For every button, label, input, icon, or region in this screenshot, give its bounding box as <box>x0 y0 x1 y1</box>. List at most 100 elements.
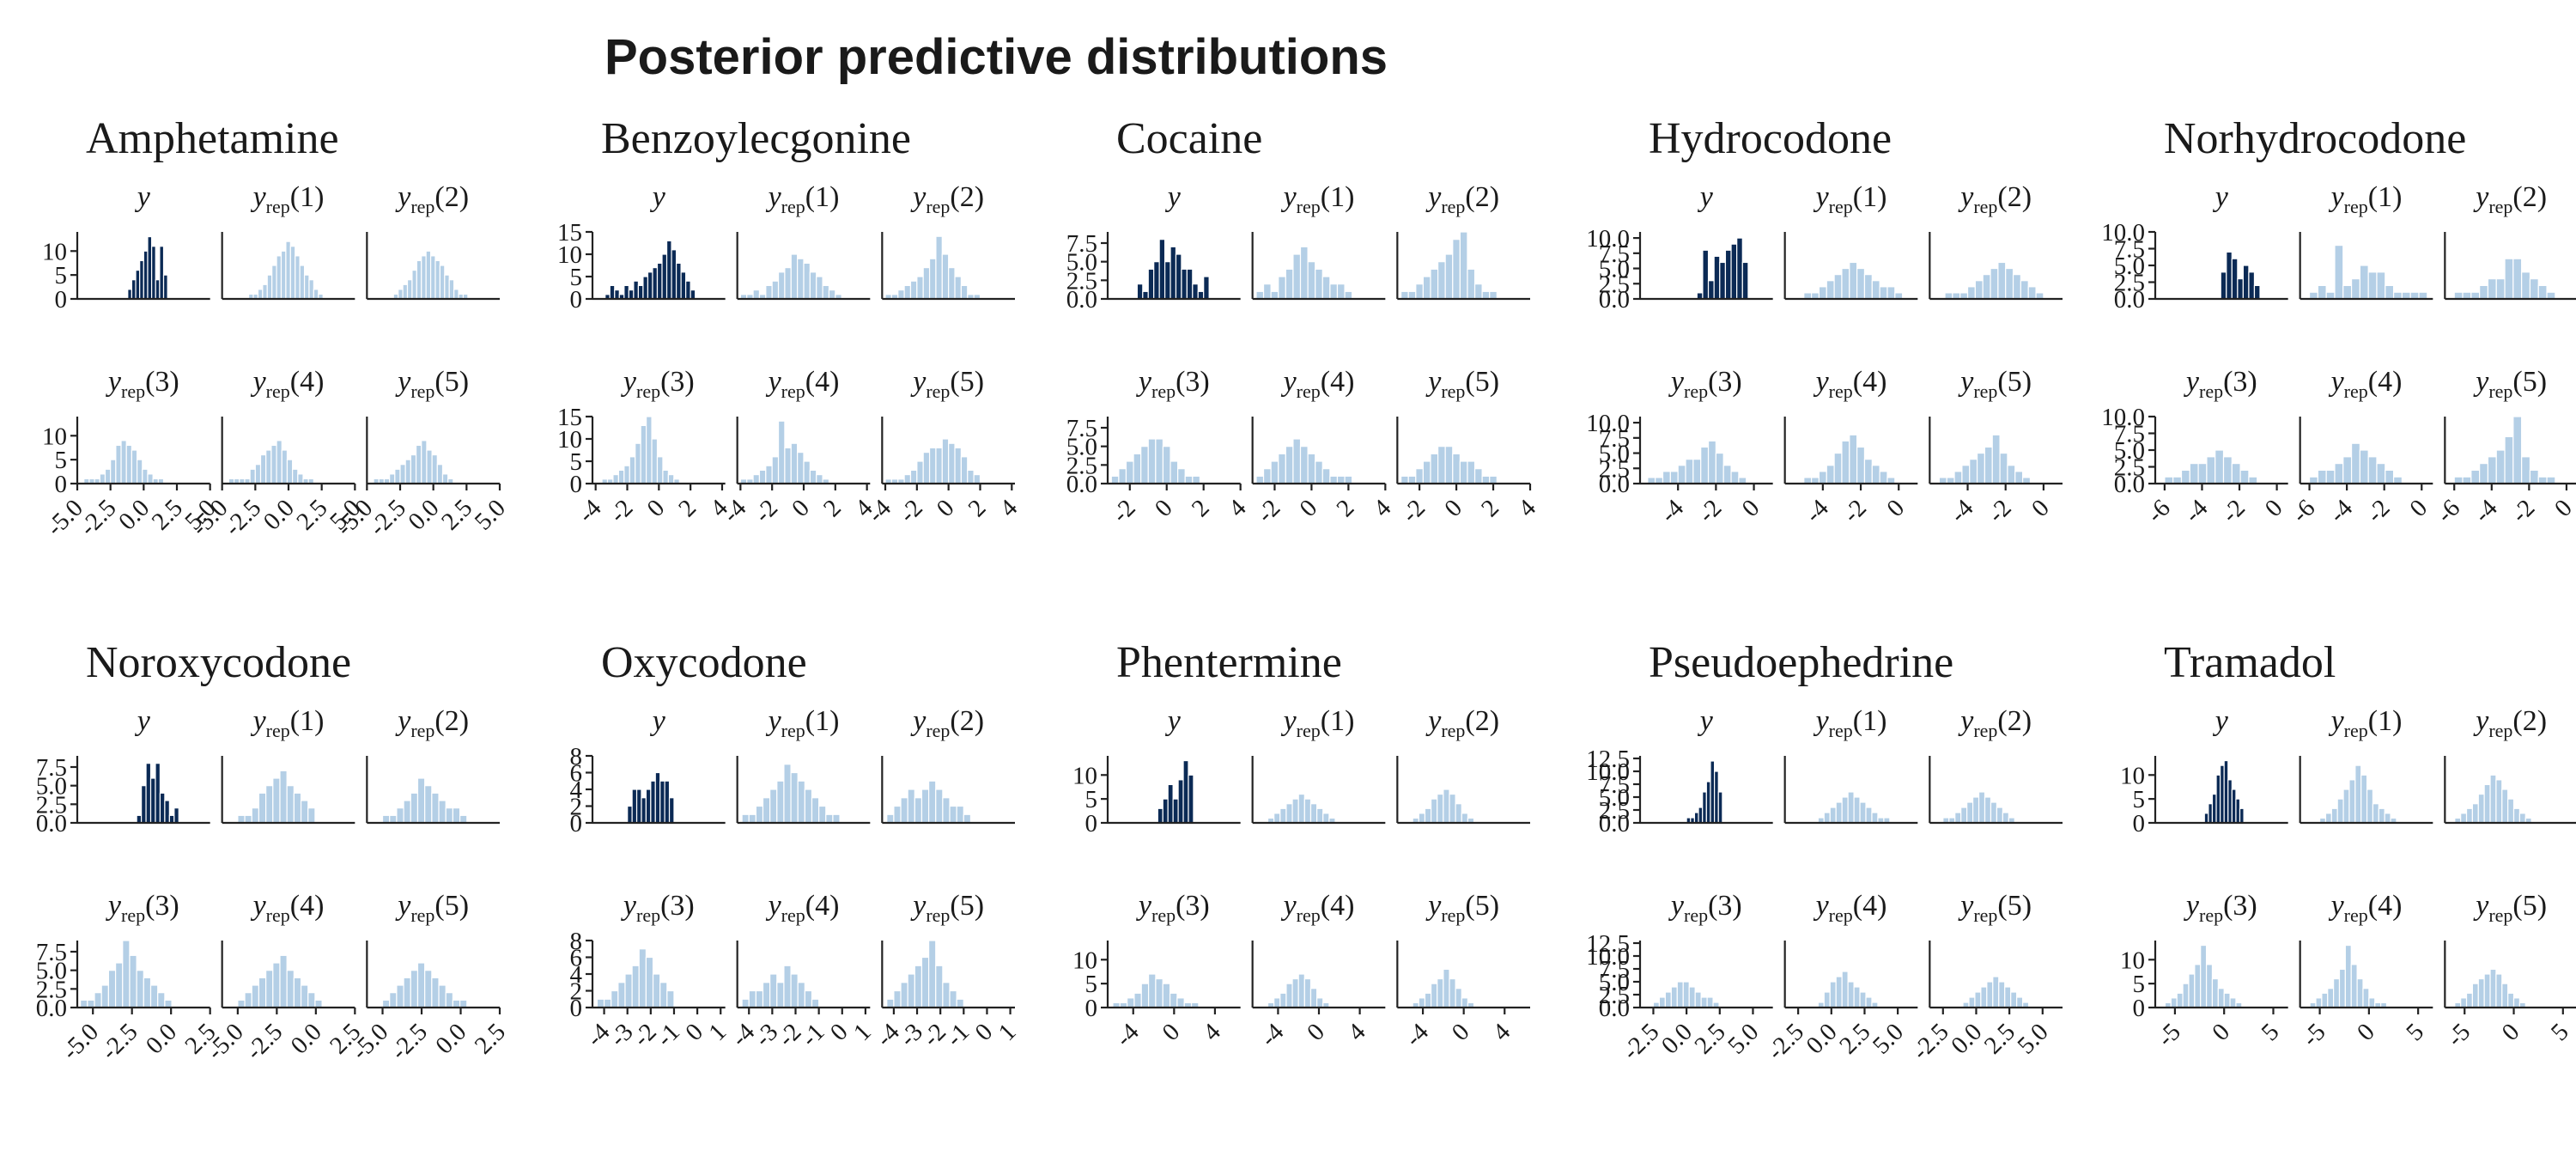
histogram-bar <box>916 276 924 300</box>
histogram-bar <box>603 998 612 1008</box>
histogram-bar <box>1741 261 1749 300</box>
histogram-bar <box>1192 475 1201 484</box>
drug-title: Noroxycodone <box>86 638 351 687</box>
histogram-bar <box>1142 290 1149 300</box>
histogram-bar <box>173 807 179 824</box>
histogram-bar <box>1285 268 1294 300</box>
histogram-panel-yrep-4: yrep(4) -4 -2 0 <box>1783 366 1918 528</box>
y-tick-label: 8 <box>570 743 583 770</box>
x-tick-label: 2 <box>1476 494 1504 522</box>
histogram-bar <box>769 789 778 824</box>
x-tick-label: 0 <box>970 1018 999 1046</box>
histogram-bar <box>2215 774 2221 824</box>
histogram-bar <box>642 276 649 300</box>
panel-label: yrep(5) <box>910 366 984 402</box>
histogram-bar <box>2334 245 2344 300</box>
histogram-panel-yrep-2: yrep(2) <box>881 705 1015 825</box>
histogram-bar <box>279 770 288 824</box>
histogram-bar <box>1984 446 1993 484</box>
histogram-bar <box>1316 807 1324 824</box>
panel-label: yrep(4) <box>766 890 840 926</box>
histogram-bar <box>2368 997 2376 1008</box>
histogram-bar <box>1315 268 1323 300</box>
histogram-bar <box>748 813 756 824</box>
histogram-bar <box>448 279 455 300</box>
histogram-bar <box>299 265 306 300</box>
histogram-bar <box>265 449 272 484</box>
histogram-bar <box>1859 991 1867 1008</box>
histogram-bar <box>1982 274 1991 300</box>
histogram-panel-yrep-2: yrep(2) <box>1396 705 1530 825</box>
histogram-bar <box>1452 239 1461 300</box>
histogram-bar <box>452 999 461 1008</box>
histogram-bar <box>2194 964 2202 1008</box>
histogram-bar <box>389 992 398 1008</box>
histogram-bar <box>1459 231 1468 300</box>
panel-label: yrep(1) <box>766 705 840 741</box>
histogram-bar <box>1473 468 1483 484</box>
histogram-bar <box>2002 812 2009 824</box>
histogram-bar <box>438 800 447 824</box>
histogram-bar <box>1694 991 1702 1008</box>
y-tick-label: 12.5 <box>1586 930 1630 958</box>
y-tick-label: 5.0 <box>2114 437 2145 465</box>
histogram-bar <box>1664 991 1672 1008</box>
histogram-bar <box>1658 996 1666 1008</box>
histogram-bar <box>1467 460 1476 484</box>
histogram-bar <box>954 447 962 484</box>
histogram-bar <box>1133 453 1142 484</box>
y-tick-label: 10.0 <box>1586 943 1630 971</box>
histogram-bar <box>2164 476 2174 484</box>
y-tick-label: 2.5 <box>1066 267 1097 295</box>
histogram-bar <box>2462 476 2472 484</box>
panel-label: yrep(4) <box>1281 890 1355 926</box>
histogram-bar <box>646 416 653 484</box>
histogram-bar <box>1125 460 1134 484</box>
histogram-bar <box>254 464 262 484</box>
histogram-bar <box>662 469 669 484</box>
histogram-bar <box>942 982 951 1008</box>
histogram-bar <box>258 792 267 824</box>
histogram-bar <box>920 956 930 1008</box>
histogram-bar <box>797 982 805 1008</box>
histogram-bar <box>410 792 419 824</box>
histogram-bar <box>1424 992 1432 1008</box>
histogram-panel-yrep-2: yrep(2) <box>2444 705 2576 825</box>
panel-label: yrep(1) <box>251 705 325 741</box>
y-tick-label: 0 <box>1085 810 1098 837</box>
histogram-bar <box>1303 798 1312 824</box>
histogram-bar <box>2180 469 2190 484</box>
histogram-bar <box>1273 813 1281 824</box>
histogram-bar <box>1859 801 1867 824</box>
histogram-bar <box>272 962 281 1008</box>
histogram-bar <box>2465 807 2474 824</box>
histogram-bar <box>1966 286 1976 300</box>
histogram-bar <box>922 267 931 300</box>
histogram-bar <box>411 269 417 300</box>
x-tick-label: 0 <box>2549 494 2576 522</box>
y-tick-label: 0.0 <box>2114 286 2145 314</box>
histogram-bar <box>797 258 805 300</box>
histogram-bar <box>633 280 639 300</box>
panel-label: yrep(3) <box>2184 366 2257 402</box>
histogram-bar <box>2372 803 2379 824</box>
histogram-bar <box>741 998 750 1008</box>
y-tick-label: 4 <box>570 776 583 804</box>
histogram-bar <box>671 249 677 300</box>
histogram-bar <box>1692 459 1702 484</box>
histogram-bar <box>1270 290 1279 300</box>
histogram-bar <box>2308 291 2318 300</box>
histogram-bar <box>452 807 461 824</box>
histogram-bar <box>2200 944 2208 1008</box>
histogram-bar <box>1297 973 1305 1008</box>
histogram-bar <box>1278 276 1286 300</box>
histogram-bar <box>2521 456 2531 484</box>
y-tick-label: 2 <box>570 978 583 1006</box>
histogram-bar <box>922 451 931 484</box>
x-tick-label: 5.0 <box>1868 1018 1909 1059</box>
panel-label: yrep(3) <box>621 366 695 402</box>
histogram-bar <box>2495 973 2503 1008</box>
histogram-bar <box>627 805 633 824</box>
histogram-bar <box>2327 988 2335 1008</box>
histogram-bar <box>2392 476 2403 484</box>
